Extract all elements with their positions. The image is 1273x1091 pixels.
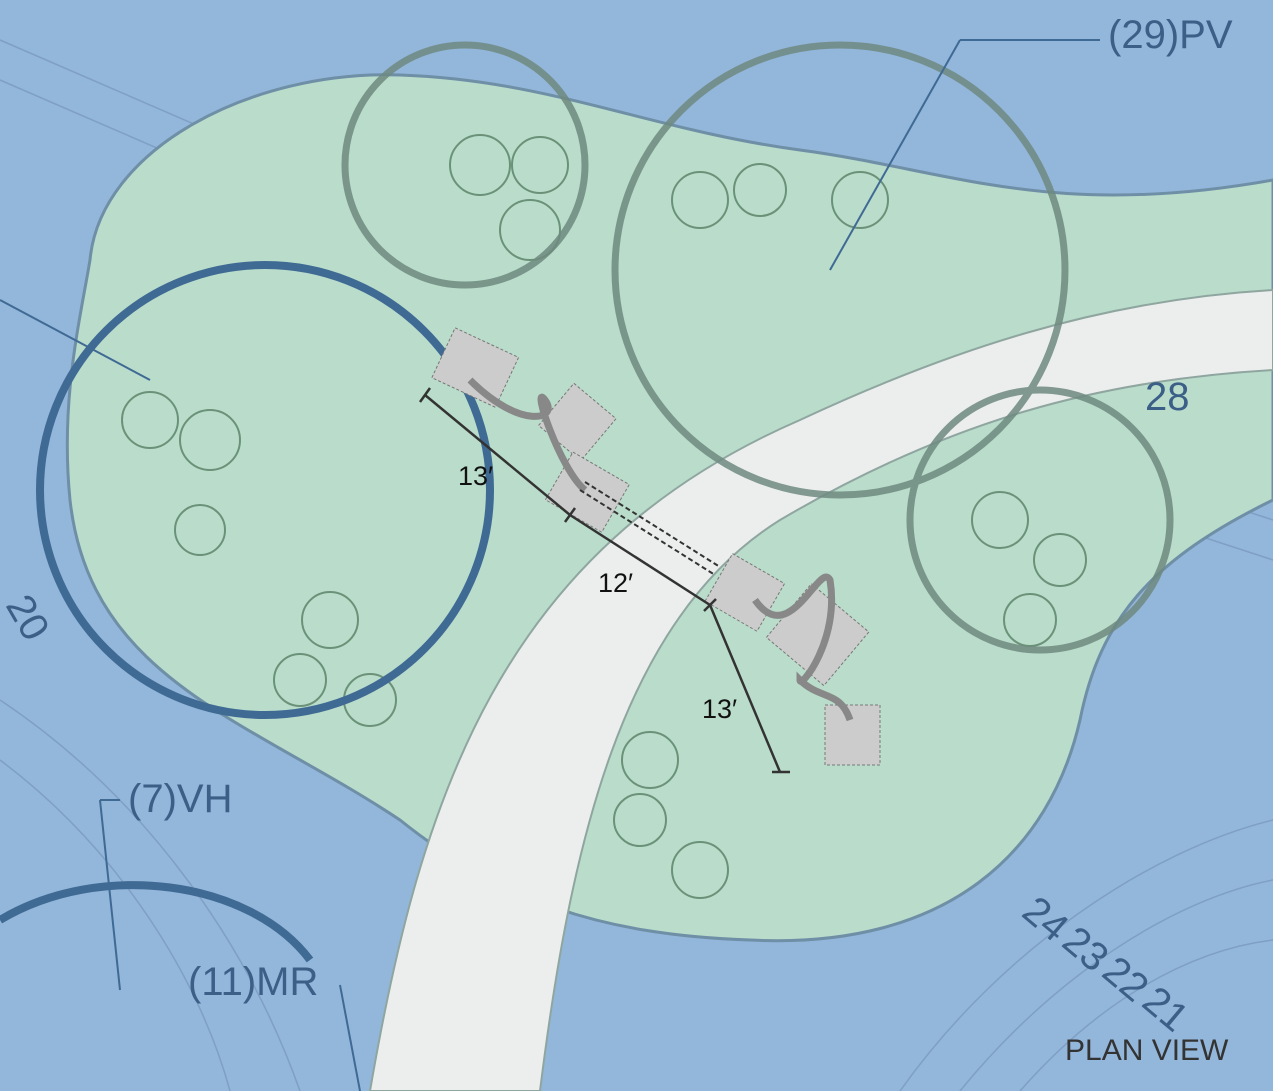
- dimension-label: 13′: [702, 694, 737, 724]
- large-canopy-circles: [0, 261, 494, 963]
- caption: PLAN VIEW: [1065, 1034, 1229, 1067]
- contour-label: 28: [1145, 375, 1190, 419]
- span: [579, 481, 721, 576]
- dimension-label: 12′: [598, 568, 633, 598]
- dimension-lines: [418, 387, 790, 774]
- canopy-circles: [341, 41, 1174, 654]
- plant-tag: (7)VH: [128, 777, 232, 821]
- sculpture: [467, 377, 854, 722]
- walkway: [368, 288, 1273, 1091]
- leader-lines: [0, 39, 1100, 1091]
- plant-tag: (29)PV: [1108, 13, 1233, 57]
- dimension-label: 13′: [458, 461, 493, 491]
- plant-tag: (11)MR: [188, 960, 318, 1004]
